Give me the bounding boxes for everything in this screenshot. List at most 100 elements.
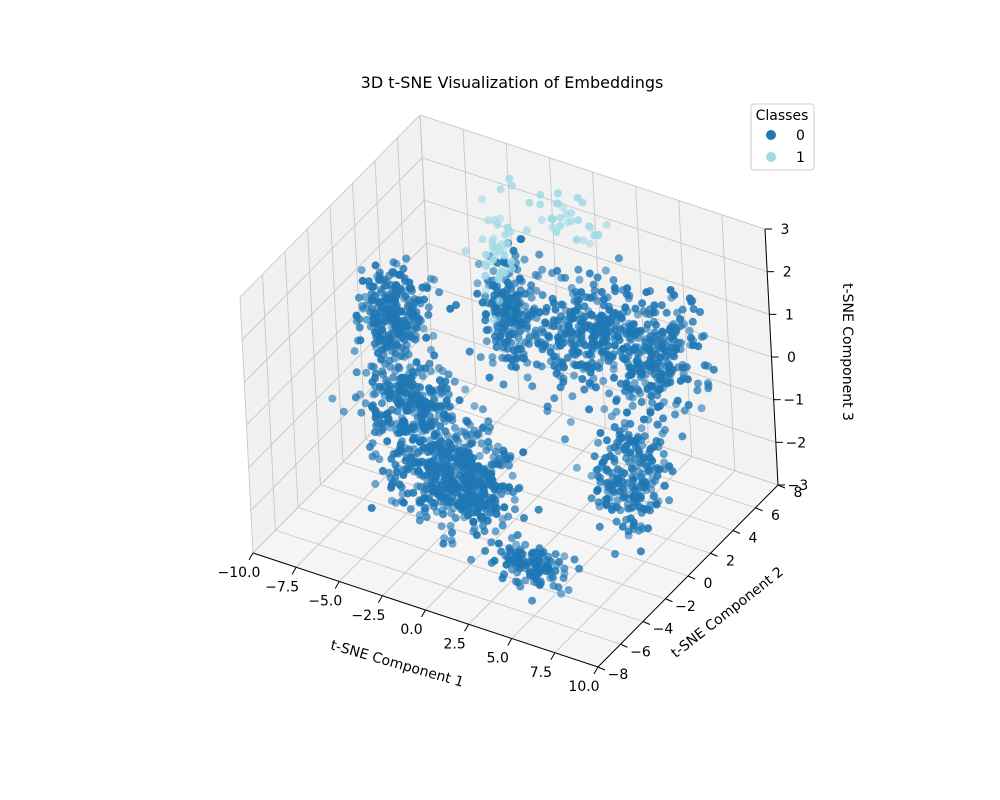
scatter-point-class-0	[650, 301, 659, 310]
scatter-point-class-0	[422, 333, 431, 342]
scatter-point-class-0	[446, 453, 455, 462]
scatter-point-class-0	[510, 352, 519, 361]
scatter-point-class-0	[500, 570, 508, 579]
tick-labels: −10.0−7.5−5.0−2.50.02.55.07.510.0−8−6−4−…	[218, 222, 809, 695]
scatter-point-class-0	[487, 470, 495, 479]
scatter-point-class-1	[586, 239, 595, 248]
scatter-point-class-0	[406, 460, 415, 469]
scatter-point-class-0	[376, 307, 384, 316]
scatter-point-class-0	[523, 321, 531, 330]
scatter-point-class-0	[605, 389, 614, 398]
grid-y-floor	[410, 393, 756, 509]
scatter-point-class-0	[531, 329, 540, 338]
scatter-point-class-0	[418, 283, 427, 292]
scatter-point-class-0	[599, 312, 608, 321]
scatter-point-class-0	[637, 424, 646, 433]
scatter-point-class-0	[378, 399, 386, 408]
scatter-point-class-0	[693, 386, 702, 395]
scatter-point-class-0	[444, 390, 453, 399]
y-tick-label: −8	[608, 667, 629, 683]
scatter-point-class-0	[606, 444, 615, 453]
scatter-point-class-0	[439, 444, 448, 453]
scatter-point-class-0	[563, 353, 572, 362]
scatter-point-class-0	[602, 320, 611, 329]
scatter-point-class-0	[406, 505, 415, 513]
legend-marker-0	[766, 130, 776, 140]
scatter-point-class-0	[392, 389, 400, 398]
scatter-point-class-0	[378, 370, 387, 379]
scatter-point-class-0	[410, 298, 419, 307]
scatter-point-class-0	[592, 466, 601, 475]
scatter-point-class-0	[566, 310, 575, 319]
scatter-point-class-0	[667, 293, 676, 302]
grid-z-side	[239, 114, 421, 298]
scatter-point-class-0	[420, 507, 429, 515]
scatter-point-class-0	[638, 299, 647, 308]
scatter-point-class-0	[514, 484, 523, 493]
scatter-point-class-0	[394, 399, 403, 408]
scatter-point-class-0	[580, 385, 589, 394]
scatter-point-class-0	[372, 343, 381, 352]
scatter-point-class-0	[390, 269, 399, 278]
scatter-point-class-0	[411, 321, 420, 330]
scatter-point-class-0	[601, 266, 610, 275]
scatter-point-class-0	[396, 352, 405, 361]
scatter-point-class-0	[428, 498, 436, 507]
scatter-point-class-0	[472, 531, 481, 540]
scatter-point-class-0	[567, 335, 576, 344]
scatter-point-class-0	[546, 348, 555, 357]
scatter-point-class-0	[556, 383, 565, 392]
scatter-point-class-0	[602, 499, 611, 508]
scatter-point-class-0	[450, 377, 459, 386]
scatter-point-class-0	[640, 432, 649, 441]
scatter-point-class-0	[678, 360, 687, 369]
scatter-point-class-0	[370, 428, 379, 437]
scatter-point-class-0	[670, 336, 679, 345]
scatter-point-class-0	[441, 427, 450, 436]
scatter-point-class-0	[549, 581, 558, 590]
scatter-point-class-0	[473, 289, 482, 298]
scatter-point-class-0	[544, 331, 553, 340]
x-tick-mark	[550, 652, 556, 660]
scatter-point-class-0	[557, 273, 566, 282]
scatter-point-class-0	[399, 264, 408, 273]
scatter-point-class-0	[694, 379, 702, 388]
scatter-point-class-0	[632, 357, 641, 366]
scatter-point-class-0	[598, 458, 607, 467]
scatter-point-class-0	[425, 359, 434, 368]
scatter-point-class-0	[477, 439, 486, 448]
scatter-point-class-1	[536, 190, 545, 199]
scatter-point-class-0	[501, 322, 509, 331]
scatter-point-class-0	[709, 365, 718, 374]
scatter-point-class-0	[566, 328, 575, 336]
z-tick-label: 0	[787, 350, 796, 366]
scatter-point-class-0	[514, 345, 523, 354]
x-tick-label: 0.0	[400, 622, 422, 638]
scatter-point-class-0	[412, 358, 421, 367]
scatter-point-class-0	[503, 344, 512, 353]
scatter-point-class-0	[577, 288, 586, 297]
scatter-point-class-0	[473, 503, 482, 512]
scatter-point-class-0	[394, 319, 403, 328]
scatter-point-class-1	[602, 220, 611, 229]
y-tick-label: −6	[630, 644, 651, 660]
scatter-point-class-1	[478, 195, 487, 204]
grid-z-back	[419, 114, 766, 230]
y-tick-label: 4	[749, 531, 758, 547]
scatter-point-class-0	[582, 320, 590, 329]
scatter-point-class-0	[438, 388, 446, 397]
scatter-point-class-1	[489, 315, 498, 324]
scatter-point-class-1	[585, 222, 593, 231]
scatter-point-class-0	[510, 495, 519, 504]
scatter-point-class-0	[479, 485, 488, 494]
scatter-point-class-0	[460, 484, 469, 492]
scatter-point-class-0	[457, 427, 466, 436]
scatter-point-class-0	[636, 547, 645, 556]
scatter-point-class-0	[490, 291, 499, 300]
scatter-point-class-0	[548, 572, 557, 581]
scatter-point-class-0	[587, 494, 596, 503]
scatter-point-class-1	[507, 257, 516, 266]
x-tick-label: −10.0	[218, 565, 261, 581]
scatter-point-class-0	[467, 494, 476, 502]
scatter-point-class-0	[532, 286, 541, 295]
